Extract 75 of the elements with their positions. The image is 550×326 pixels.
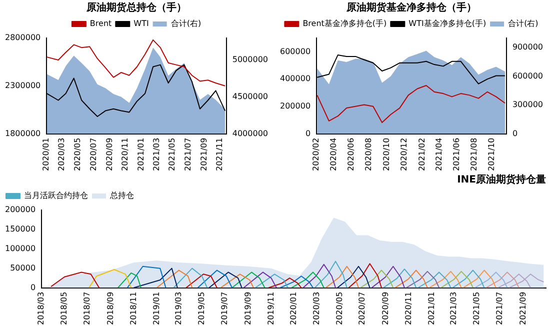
- x-tick-label: 2020/06: [346, 138, 356, 171]
- x-tick-label: 2020/09: [104, 138, 114, 171]
- x-tick-label: 2021/05: [168, 138, 177, 171]
- legend-label: 合计(右): [508, 19, 538, 28]
- x-tick-label: 2018/11: [128, 292, 138, 325]
- y-tick-label: 50000: [10, 263, 36, 272]
- x-tick-label: 2020/01: [289, 292, 298, 325]
- legend-label: 合计(右): [170, 19, 202, 28]
- x-tick-label: 2021/09: [199, 138, 208, 171]
- x-tick-label: 2021/03: [152, 138, 161, 171]
- y-tick-label: 1800000: [4, 128, 41, 138]
- x-tick-label: 2020/10: [382, 138, 391, 171]
- x-tick-label: 2020/11: [120, 138, 130, 171]
- legend-label: 当月活跃合约持仓: [24, 191, 88, 200]
- x-tick-label: 2020/12: [399, 138, 408, 171]
- x-tick-label: 2020/11: [404, 292, 414, 325]
- x-tick-label: 2020/09: [381, 292, 390, 325]
- x-tick-label: 2020/08: [364, 138, 374, 171]
- y2-tick-label: 900000: [512, 42, 544, 52]
- y-tick-label: 150000: [4, 224, 36, 234]
- x-tick-label: 2018/07: [82, 292, 92, 325]
- x-tick-label: 2021/01: [136, 138, 146, 171]
- x-tick-label: 2018/05: [60, 292, 69, 325]
- y-tick-label: 600000: [280, 46, 311, 56]
- x-tick-label: 2019/07: [220, 292, 229, 325]
- x-tick-label: 2020/01: [42, 138, 51, 171]
- x-tick-label: 2019/05: [196, 292, 206, 325]
- x-tick-label: 2020/05: [334, 292, 344, 325]
- y2-tick-label: 4000000: [232, 128, 268, 138]
- y-tick-label: 2300000: [4, 80, 41, 90]
- chart-title: 原油期货基金净多持仓（手）: [346, 2, 476, 14]
- x-tick-label: 2021/07: [183, 138, 192, 171]
- y-tick-label: 200000: [280, 101, 311, 110]
- x-tick-label: 2020/07: [358, 292, 367, 325]
- y-tick-label: 0: [30, 282, 36, 292]
- x-tick-label: 2021/09: [518, 292, 528, 325]
- x-tick-label: 2020/03: [57, 138, 66, 171]
- x-tick-label: 2021/07: [495, 292, 504, 325]
- y-tick-label: 0: [305, 128, 311, 138]
- x-tick-label: 2021/05: [472, 292, 482, 325]
- y-tick-label: 100000: [4, 244, 36, 253]
- x-tick-label: 2020/04: [328, 138, 338, 171]
- y2-tick-label: 4500000: [232, 92, 268, 102]
- y2-tick-label: 600000: [512, 71, 544, 80]
- legend-label: WTI: [134, 19, 149, 28]
- y-tick-label: 2800000: [4, 33, 41, 42]
- legend-label: Brent基金净多持仓(手): [302, 19, 387, 28]
- x-tick-label: 2021/01: [427, 292, 436, 325]
- legend-label: 总持仓: [109, 191, 134, 200]
- x-tick-label: 2019/03: [174, 292, 184, 325]
- x-tick-label: 2018/03: [36, 292, 46, 325]
- y2-tick-label: 0: [512, 128, 518, 138]
- x-tick-label: 2021/06: [452, 138, 461, 171]
- chart-title: INE原油期货持仓量: [457, 174, 546, 186]
- y2-tick-label: 5000000: [232, 55, 268, 64]
- x-tick-label: 2020/05: [73, 138, 82, 171]
- x-tick-label: 2021/03: [449, 292, 458, 325]
- y-tick-label: 400000: [280, 74, 311, 84]
- x-tick-label: 2019/09: [243, 292, 252, 325]
- x-tick-label: 2018/09: [106, 292, 115, 325]
- x-tick-label: 2021/04: [434, 138, 444, 171]
- legend-label: Brent: [90, 19, 112, 28]
- x-tick-label: 2019/01: [152, 292, 161, 325]
- x-tick-label: 2020/02: [312, 138, 321, 171]
- x-tick-label: 2019/11: [266, 292, 276, 325]
- x-tick-label: 2021/02: [417, 138, 426, 171]
- x-tick-label: 2021/11: [215, 138, 224, 171]
- x-tick-label: 2021/08: [470, 138, 478, 171]
- x-tick-label: 2020/03: [312, 292, 321, 325]
- y-tick-label: 200000: [4, 205, 36, 214]
- x-tick-label: 2020/07: [88, 138, 98, 171]
- y2-tick-label: 300000: [512, 100, 544, 110]
- chart-title: 原油期货总持仓（手）: [86, 2, 186, 14]
- legend-label: WTI基金净多持仓(手): [408, 19, 486, 28]
- x-tick-label: 2021/10: [487, 138, 496, 171]
